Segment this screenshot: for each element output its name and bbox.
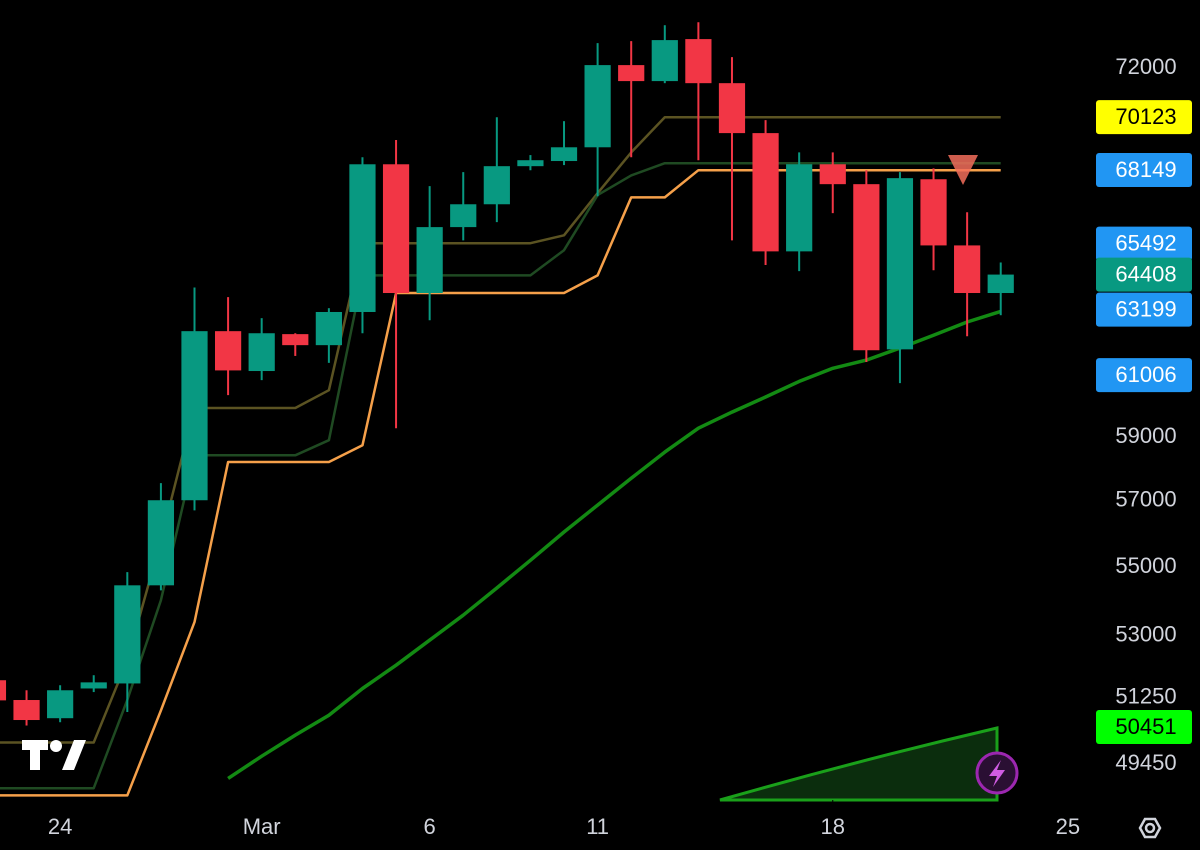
candle-body xyxy=(181,331,208,501)
y-tick-label: 49450 xyxy=(1115,750,1176,775)
price-label-text: 68149 xyxy=(1115,157,1176,182)
candle-body xyxy=(920,179,947,246)
indicator-line xyxy=(227,309,1002,780)
y-tick-label: 51250 xyxy=(1115,684,1176,709)
candle-body xyxy=(752,133,779,252)
price-label xyxy=(1096,257,1192,292)
logo xyxy=(22,740,86,770)
candle-body xyxy=(853,184,880,351)
price-label-text: 64408 xyxy=(1115,261,1176,286)
x-tick-label: Mar xyxy=(243,814,281,839)
candle-body xyxy=(786,164,813,252)
price-label-text: 50451 xyxy=(1115,714,1176,739)
price-label xyxy=(1096,100,1192,135)
y-tick-label: 57000 xyxy=(1115,487,1176,512)
price-label-text: 65492 xyxy=(1115,230,1176,255)
candle-body xyxy=(618,65,645,82)
candle-body xyxy=(450,204,477,228)
plot-area xyxy=(0,22,1014,797)
x-tick-label: 24 xyxy=(48,814,72,839)
lightning-button[interactable] xyxy=(975,751,1019,795)
candle-body xyxy=(651,40,678,82)
candle-body xyxy=(315,311,342,346)
candle-body xyxy=(114,585,141,684)
y-tick-label: 59000 xyxy=(1115,423,1176,448)
candle-body xyxy=(954,245,981,294)
candle-body xyxy=(886,178,914,350)
candle-body xyxy=(550,147,578,162)
candle-body xyxy=(987,274,1014,294)
candle-body xyxy=(248,333,275,372)
price-label xyxy=(1096,358,1192,393)
price-label-text: 70123 xyxy=(1115,104,1176,129)
price-label xyxy=(1096,153,1192,188)
candle-body xyxy=(584,65,611,148)
signal-marker xyxy=(948,155,978,185)
candle-body xyxy=(214,331,242,371)
candle-body xyxy=(80,682,107,689)
candle-body xyxy=(349,164,376,312)
settings-button[interactable] xyxy=(1138,817,1162,839)
candle-body xyxy=(819,164,846,185)
candle-body xyxy=(382,164,410,294)
x-tick-label: 18 xyxy=(821,814,845,839)
price-label xyxy=(1096,709,1192,744)
candle-body xyxy=(13,700,40,721)
x-tick-label: 25 xyxy=(1056,814,1080,839)
price-label xyxy=(1096,292,1192,327)
candle-body xyxy=(47,690,74,719)
candle-body xyxy=(0,680,7,701)
candle-body xyxy=(685,39,712,84)
y-tick-label: 55000 xyxy=(1115,553,1176,578)
candle-body xyxy=(718,83,746,134)
y-tick-label: 72000 xyxy=(1115,54,1176,79)
candle-body xyxy=(147,500,175,586)
price-axis: 72000 59000 57000 55000 53000 51250 49450 70123… xyxy=(1086,54,1192,775)
indicator-area xyxy=(719,726,999,802)
candle-body xyxy=(416,227,443,294)
x-tick-label: 11 xyxy=(586,814,609,839)
candle-body xyxy=(483,166,510,205)
candle-body xyxy=(282,334,309,346)
candle-body xyxy=(517,160,544,167)
y-tick-label: 53000 xyxy=(1115,621,1176,646)
price-label-text: 63199 xyxy=(1115,296,1176,321)
price-label xyxy=(1096,226,1192,261)
price-label-text: 61006 xyxy=(1115,362,1176,387)
x-tick-label: 6 xyxy=(424,814,436,839)
